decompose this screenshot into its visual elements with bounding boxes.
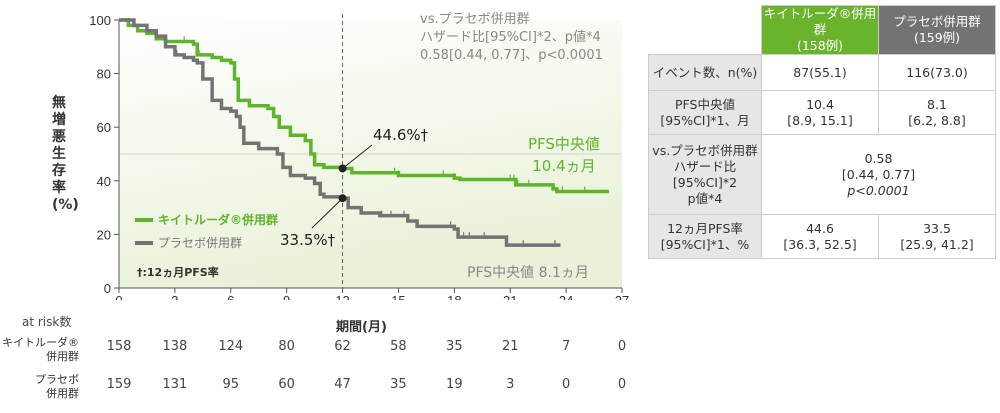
at-risk-value: 21 bbox=[501, 339, 519, 354]
cell: 44.6 [36.3, 52.5] bbox=[761, 214, 879, 259]
row-label: イベント数、n(%) bbox=[648, 54, 762, 91]
table-row: vs.プラセボ併用群 ハザード比 [95%CI]*2 p値*4 0.58 [0.44, 0… bbox=[648, 134, 996, 215]
at-risk-grey-label: プラセボ 併用群 bbox=[0, 373, 79, 401]
at-risk-label: キイトルーダ® bbox=[2, 336, 79, 349]
y-tick-label: 60 bbox=[97, 120, 111, 135]
header-text: (158例) bbox=[796, 38, 844, 53]
table-row: イベント数、n(%) 87(55.1) 116(73.0) bbox=[648, 54, 996, 91]
header-grey: プラセボ併用群 (159例) bbox=[878, 5, 996, 55]
legend-green-swatch bbox=[135, 218, 153, 222]
series-1-curve bbox=[119, 18, 561, 247]
grey-12m-label: 33.5%† bbox=[280, 231, 336, 249]
green-median-line1: PFS中央値 bbox=[528, 135, 600, 153]
x-tick-label: 3 bbox=[171, 293, 178, 300]
x-tick-label: 0 bbox=[115, 293, 122, 300]
legend-grey-swatch bbox=[135, 241, 153, 245]
at-risk-value: 60 bbox=[278, 377, 295, 392]
table-row: 12ヵ月PFS率 [95%CI]*1、% 44.6 [36.3, 52.5] 33.5[… bbox=[648, 214, 996, 259]
row-label: vs.プラセボ併用群 ハザード比 [95%CI]*2 p値*4 bbox=[648, 134, 762, 215]
x-tick-label: 24 bbox=[559, 293, 573, 300]
cell: 116(73.0) bbox=[878, 54, 996, 91]
green-12m-label: 44.6%† bbox=[373, 126, 429, 144]
green-median-label: PFS中央値 10.4ヵ月 bbox=[528, 133, 600, 177]
at-risk-value: 124 bbox=[218, 339, 244, 354]
at-risk-value: 138 bbox=[162, 339, 188, 354]
at-risk-value: 0 bbox=[617, 339, 627, 354]
at-risk-value: 159 bbox=[106, 377, 132, 392]
y-tick-label: 40 bbox=[97, 174, 111, 189]
row-label: PFS中央値 [95%CI]*1、月 bbox=[648, 90, 762, 135]
y-tick-label: 20 bbox=[97, 227, 111, 242]
footnote: †:12ヵ月PFS率 bbox=[137, 266, 219, 279]
header-text: (159例) bbox=[913, 30, 961, 45]
y-tick-label: 100 bbox=[89, 13, 111, 28]
at-risk-value: 47 bbox=[334, 377, 351, 392]
at-risk-value: 35 bbox=[390, 377, 407, 392]
at-risk-green-label: キイトルーダ® 併用群 bbox=[0, 336, 79, 364]
cell: 0.58 [0.44, 0.77] p<0.0001 bbox=[761, 134, 996, 215]
at-risk-value: 0 bbox=[561, 377, 571, 392]
x-tick-label: 27 bbox=[615, 293, 629, 300]
y-tick-label: 80 bbox=[97, 67, 111, 82]
header-text: キイトルーダ®併用群 bbox=[763, 6, 877, 37]
km-chart: 0 20 40 60 80 100 0 3 6 9 12 15 18 21 24 27 bbox=[89, 13, 629, 300]
green-median-line2: 10.4ヵ月 bbox=[532, 157, 596, 175]
hr-line1: vs.プラセボ併用群 bbox=[420, 12, 530, 27]
x-tick-label: 12 bbox=[335, 293, 349, 300]
x-tick-label: 15 bbox=[391, 293, 405, 300]
y-axis-label: 無増悪生存率(%) bbox=[52, 95, 79, 213]
at-risk-label: 併用群 bbox=[46, 387, 79, 400]
at-risk-value: 35 bbox=[446, 339, 463, 354]
hr-annotation: vs.プラセボ併用群 ハザード比[95%CI]*2、p値*4 0.58[0.44… bbox=[420, 11, 603, 65]
x-tick-label: 21 bbox=[503, 293, 517, 300]
header-green: キイトルーダ®併用群 (158例) bbox=[761, 5, 879, 55]
grey-12m-point bbox=[338, 194, 347, 203]
x-tick-label: 6 bbox=[227, 293, 234, 300]
at-risk-label: 併用群 bbox=[46, 350, 79, 363]
x-axis-label: 期間(月) bbox=[336, 320, 387, 335]
at-risk-value: 158 bbox=[106, 339, 132, 354]
cell: 8.1 [6.2, 8.8] bbox=[878, 90, 996, 135]
legend-green-label: キイトルーダ®併用群 bbox=[158, 213, 279, 227]
table-row: PFS中央値 [95%CI]*1、月 10.4 [8.9, 15.1] 8.1 [6.2,… bbox=[648, 90, 996, 135]
hr-line3: 0.58[0.44, 0.77]、p<0.0001 bbox=[420, 48, 603, 63]
cell: 10.4 [8.9, 15.1] bbox=[761, 90, 879, 135]
green-12m-point bbox=[338, 164, 347, 173]
hr-line2: ハザード比[95%CI]*2、p値*4 bbox=[420, 30, 601, 45]
grey-median-label: PFS中央値 8.1ヵ月 bbox=[467, 265, 589, 281]
at-risk-value: 3 bbox=[506, 377, 515, 392]
at-risk-value: 62 bbox=[334, 339, 351, 354]
grey-pointer-line bbox=[311, 197, 343, 229]
row-label: 12ヵ月PFS率 [95%CI]*1、% bbox=[648, 214, 762, 259]
at-risk-label: プラセボ bbox=[35, 373, 79, 386]
y-tick-label: 0 bbox=[104, 281, 111, 296]
green-pointer-line bbox=[342, 144, 373, 169]
at-risk-value: 0 bbox=[617, 377, 627, 392]
at-risk-title: at risk数 bbox=[22, 315, 72, 329]
cell: 33.5 [25.9, 41.2] bbox=[878, 214, 996, 259]
at-risk-value: 131 bbox=[162, 377, 188, 392]
summary-table: キイトルーダ®併用群 (158例) プラセボ併用群 (159例) イベント数、n(%… bbox=[648, 5, 996, 259]
at-risk-value: 58 bbox=[390, 339, 407, 354]
legend-grey-label: プラセボ併用群 bbox=[158, 236, 243, 250]
at-risk-value: 19 bbox=[446, 377, 463, 392]
cell: 87(55.1) bbox=[761, 54, 879, 91]
header-text: プラセボ併用群 bbox=[893, 14, 981, 29]
x-tick-label: 18 bbox=[447, 293, 461, 300]
at-risk-value: 7 bbox=[561, 339, 571, 354]
at-risk-value: 80 bbox=[278, 339, 295, 354]
at-risk-value: 95 bbox=[222, 377, 240, 392]
x-tick-label: 9 bbox=[283, 293, 290, 300]
